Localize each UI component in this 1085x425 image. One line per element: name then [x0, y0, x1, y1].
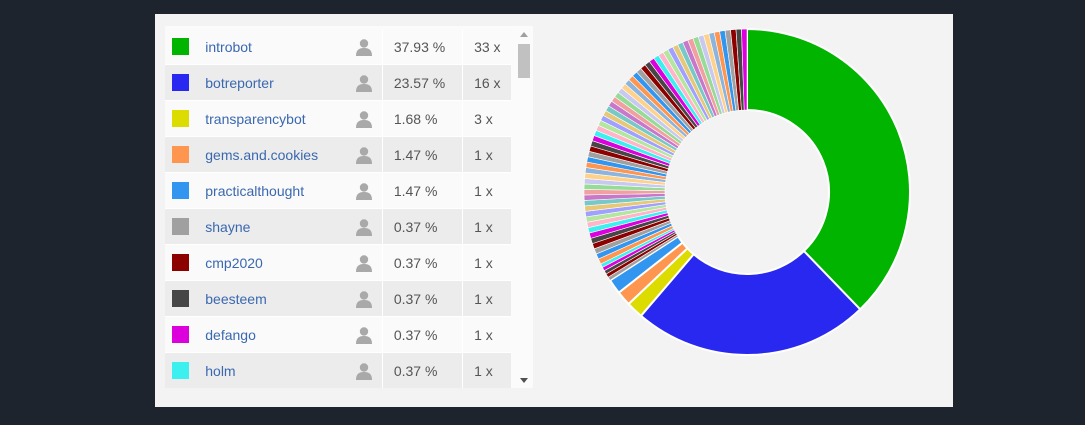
- vote-percent: 0.37 %: [382, 352, 464, 388]
- vote-count: 1 x: [462, 316, 511, 353]
- scroll-down-arrow[interactable]: [520, 378, 528, 383]
- vote-count: 1 x: [462, 244, 511, 281]
- vote-count: 1 x: [462, 280, 511, 317]
- voter-name: cmp2020: [196, 244, 347, 281]
- voter-link[interactable]: cmp2020: [205, 254, 263, 271]
- user-icon-cell: [346, 352, 383, 388]
- voter-name: holm: [196, 352, 347, 388]
- legend-swatch: [165, 352, 197, 388]
- voter-name: beesteem: [196, 280, 347, 317]
- voter-link[interactable]: practicalthought: [205, 182, 305, 199]
- voter-name: botreporter: [196, 64, 347, 101]
- vote-count: 3 x: [462, 100, 511, 137]
- voter-link[interactable]: gems.and.cookies: [205, 146, 319, 163]
- voter-name: defango: [196, 316, 347, 353]
- legend-swatch: [165, 100, 197, 137]
- user-icon-cell: [346, 64, 383, 101]
- scroll-up-arrow[interactable]: [520, 32, 528, 37]
- table-row: beesteem 0.37 % 1 x: [165, 280, 511, 317]
- vote-count: 33 x: [462, 29, 511, 65]
- vote-percent: 1.68 %: [382, 100, 464, 137]
- vote-count: 16 x: [462, 64, 511, 101]
- list-scrollbar[interactable]: [515, 26, 533, 388]
- table-row: shayne 0.37 % 1 x: [165, 208, 511, 245]
- legend-swatch: [165, 64, 197, 101]
- voter-link[interactable]: defango: [205, 326, 256, 343]
- vote-count: 1 x: [462, 172, 511, 209]
- pie-slice-introbot[interactable]: [746, 27, 911, 311]
- legend-swatch: [165, 29, 197, 65]
- voter-link[interactable]: shayne: [205, 218, 251, 235]
- user-icon[interactable]: [355, 146, 373, 164]
- vote-count: 1 x: [462, 208, 511, 245]
- voter-name: introbot: [196, 29, 347, 65]
- user-icon[interactable]: [355, 254, 373, 272]
- user-icon-cell: [346, 280, 383, 317]
- user-icon[interactable]: [355, 182, 373, 200]
- voter-name: gems.and.cookies: [196, 136, 347, 173]
- voter-list[interactable]: introbot 37.93 % 33 x botreporter 23.57 % 16 …: [165, 26, 533, 388]
- table-row: defango 0.37 % 1 x: [165, 316, 511, 353]
- user-icon-cell: [346, 316, 383, 353]
- voter-table: introbot 37.93 % 33 x botreporter 23.57 % 16 …: [165, 29, 511, 388]
- voter-name: shayne: [196, 208, 347, 245]
- user-icon[interactable]: [355, 326, 373, 344]
- user-icon[interactable]: [355, 218, 373, 236]
- table-row: botreporter 23.57 % 16 x: [165, 64, 511, 101]
- scroll-thumb[interactable]: [518, 44, 530, 78]
- vote-percent: 37.93 %: [382, 29, 464, 65]
- legend-swatch: [165, 316, 197, 353]
- legend-swatch: [165, 244, 197, 281]
- legend-swatch: [165, 208, 197, 245]
- table-row: introbot 37.93 % 33 x: [165, 29, 511, 65]
- table-row: gems.and.cookies 1.47 % 1 x: [165, 136, 511, 173]
- vote-percent: 1.47 %: [382, 136, 464, 173]
- vote-percent: 0.37 %: [382, 316, 464, 353]
- user-icon-cell: [346, 136, 383, 173]
- voter-name: practicalthought: [196, 172, 347, 209]
- user-icon[interactable]: [355, 110, 373, 128]
- vote-percent: 0.37 %: [382, 208, 464, 245]
- user-icon-cell: [346, 172, 383, 209]
- table-row: holm 0.37 % 1 x: [165, 352, 511, 388]
- vote-count: 1 x: [462, 136, 511, 173]
- table-row: transparencybot 1.68 % 3 x: [165, 100, 511, 137]
- vote-count: 1 x: [462, 352, 511, 388]
- donut-chart: [583, 27, 911, 356]
- voter-link[interactable]: introbot: [205, 38, 252, 55]
- voter-link[interactable]: beesteem: [205, 290, 267, 307]
- user-icon-cell: [346, 208, 383, 245]
- pie-slice-other[interactable]: [741, 28, 748, 111]
- user-icon[interactable]: [355, 362, 373, 380]
- vote-percent: 0.37 %: [382, 280, 464, 317]
- table-row: practicalthought 1.47 % 1 x: [165, 172, 511, 209]
- pie-slice-botreporter[interactable]: [639, 249, 862, 356]
- user-icon[interactable]: [355, 38, 373, 56]
- user-icon[interactable]: [355, 290, 373, 308]
- legend-swatch: [165, 280, 197, 317]
- legend-swatch: [165, 172, 197, 209]
- user-icon-cell: [346, 244, 383, 281]
- background-text: [246, 396, 326, 408]
- table-row: cmp2020 0.37 % 1 x: [165, 244, 511, 281]
- legend-swatch: [165, 136, 197, 173]
- user-icon-cell: [346, 29, 383, 65]
- vote-percent: 23.57 %: [382, 64, 464, 101]
- voter-name: transparencybot: [196, 100, 347, 137]
- user-icon[interactable]: [355, 74, 373, 92]
- voter-link[interactable]: botreporter: [205, 74, 274, 91]
- voter-link[interactable]: transparencybot: [205, 110, 306, 127]
- vote-percent: 0.37 %: [382, 244, 464, 281]
- vote-percent: 1.47 %: [382, 172, 464, 209]
- user-icon-cell: [346, 100, 383, 137]
- voter-link[interactable]: holm: [205, 362, 236, 379]
